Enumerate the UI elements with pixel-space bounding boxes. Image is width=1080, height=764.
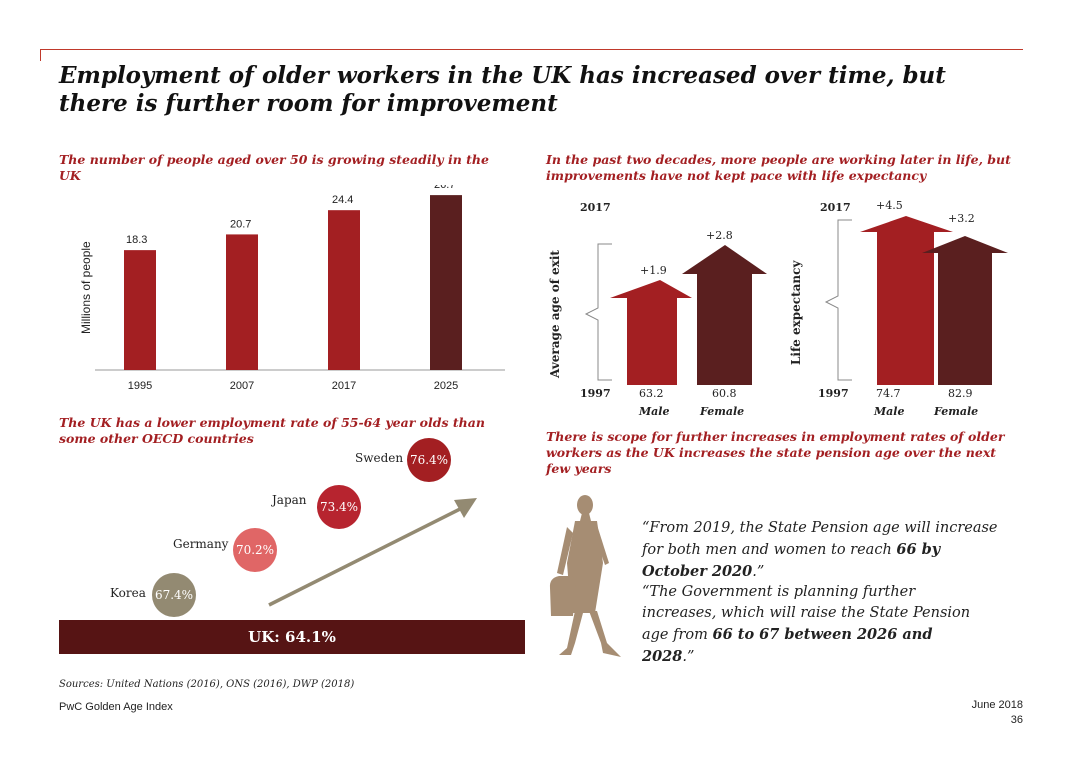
- panel1-subtitle: The number of people aged over 50 is gro…: [59, 152, 489, 183]
- exit-year-2017: 2017: [580, 201, 611, 214]
- life-female-label: Female: [934, 405, 979, 418]
- country-label-korea: Korea: [110, 586, 146, 600]
- sources-note: Sources: United Nations (2016), ONS (201…: [59, 679, 355, 690]
- quote1-highlight: 66 by October 2020: [642, 541, 941, 580]
- bar-category-1995: 1995: [128, 380, 152, 392]
- date-footer: June 2018: [971, 699, 1023, 711]
- top-rule-tick: [40, 49, 41, 61]
- life-female-1997: 82.9: [948, 387, 973, 400]
- page-number: 36: [1010, 714, 1023, 726]
- rate-circle-germany: 70.2%: [233, 528, 277, 572]
- life-male-change: +4.5: [876, 199, 903, 212]
- woman-walking-icon: [549, 495, 621, 657]
- brand-footer: PwC Golden Age Index: [59, 701, 173, 713]
- exit-axis-label: Average age of exit: [548, 250, 562, 378]
- bar-value-2007: 20.7: [230, 218, 251, 230]
- exit-female-label: Female: [700, 405, 745, 418]
- pension-quote-2026: “The Government is planning further incr…: [642, 582, 982, 668]
- country-label-germany: Germany: [173, 537, 229, 551]
- life-year-2017: 2017: [820, 201, 851, 214]
- panel3-subtitle: The UK has a lower employment rate of 55…: [59, 415, 485, 446]
- page-title: Employment of older workers in the UK ha…: [59, 62, 946, 117]
- growth-arrow-head: [454, 498, 477, 518]
- bar-value-2017: 24.4: [332, 194, 353, 206]
- top-rule: [40, 49, 1023, 50]
- bar-value-2025: 26.7: [434, 185, 455, 191]
- bar-2025: [430, 195, 462, 370]
- life-male-arrow: [860, 216, 953, 385]
- country-label-japan: Japan: [272, 493, 307, 507]
- panel4-subtitle: There is scope for further increases in …: [546, 429, 1005, 476]
- exit-male-label: Male: [639, 405, 670, 418]
- population-bar-chart: 18.3 1995 20.7 2007 24.4 2017 26.7 2025: [95, 185, 505, 392]
- bar-category-2007: 2007: [230, 380, 254, 392]
- life-brace: [824, 219, 852, 381]
- bar-category-2017: 2017: [332, 380, 356, 392]
- quote2-text-c: .”: [682, 649, 695, 665]
- exit-male-arrow: [610, 280, 692, 385]
- rate-circle-sweden: 76.4%: [407, 438, 451, 482]
- country-label-sweden: Sweden: [355, 451, 404, 465]
- life-female-arrow: [922, 236, 1008, 385]
- bar-category-2025: 2025: [434, 380, 458, 392]
- quote2-highlight: 66 to 67 between 2026 and 2028: [642, 626, 933, 665]
- exit-brace: [584, 243, 612, 381]
- growth-arrow-line: [268, 506, 463, 607]
- exit-male-1997: 63.2: [639, 387, 664, 400]
- exit-female-change: +2.8: [706, 229, 733, 242]
- quote1-text-a: “From 2019, the State Pension age will i…: [642, 520, 998, 558]
- uk-rate-bar: UK: 64.1%: [59, 620, 525, 654]
- life-female-change: +3.2: [948, 212, 975, 225]
- life-male-label: Male: [874, 405, 905, 418]
- pension-quote-2019: “From 2019, the State Pension age will i…: [642, 518, 1002, 583]
- panel2-subtitle: In the past two decades, more people are…: [546, 152, 1011, 183]
- bar-1995: [124, 250, 156, 370]
- rate-circle-japan: 73.4%: [317, 485, 361, 529]
- rate-circle-korea: 67.4%: [152, 573, 196, 617]
- life-male-1997: 74.7: [876, 387, 901, 400]
- bar-value-1995: 18.3: [126, 234, 147, 246]
- bar-chart-ylabel: Millions of people: [79, 241, 93, 334]
- quote1-text-c: .”: [752, 564, 765, 580]
- exit-female-arrow: [682, 245, 767, 385]
- growth-arrow: [268, 498, 477, 607]
- life-year-1997: 1997: [818, 387, 849, 400]
- exit-male-change: +1.9: [640, 264, 667, 277]
- arrow-comparison: [584, 216, 1008, 385]
- bar-2007: [226, 234, 258, 370]
- exit-female-1997: 60.8: [712, 387, 737, 400]
- quote2-text-a: “The Government is planning further incr…: [642, 584, 971, 643]
- bar-2017: [328, 210, 360, 370]
- exit-year-1997: 1997: [580, 387, 611, 400]
